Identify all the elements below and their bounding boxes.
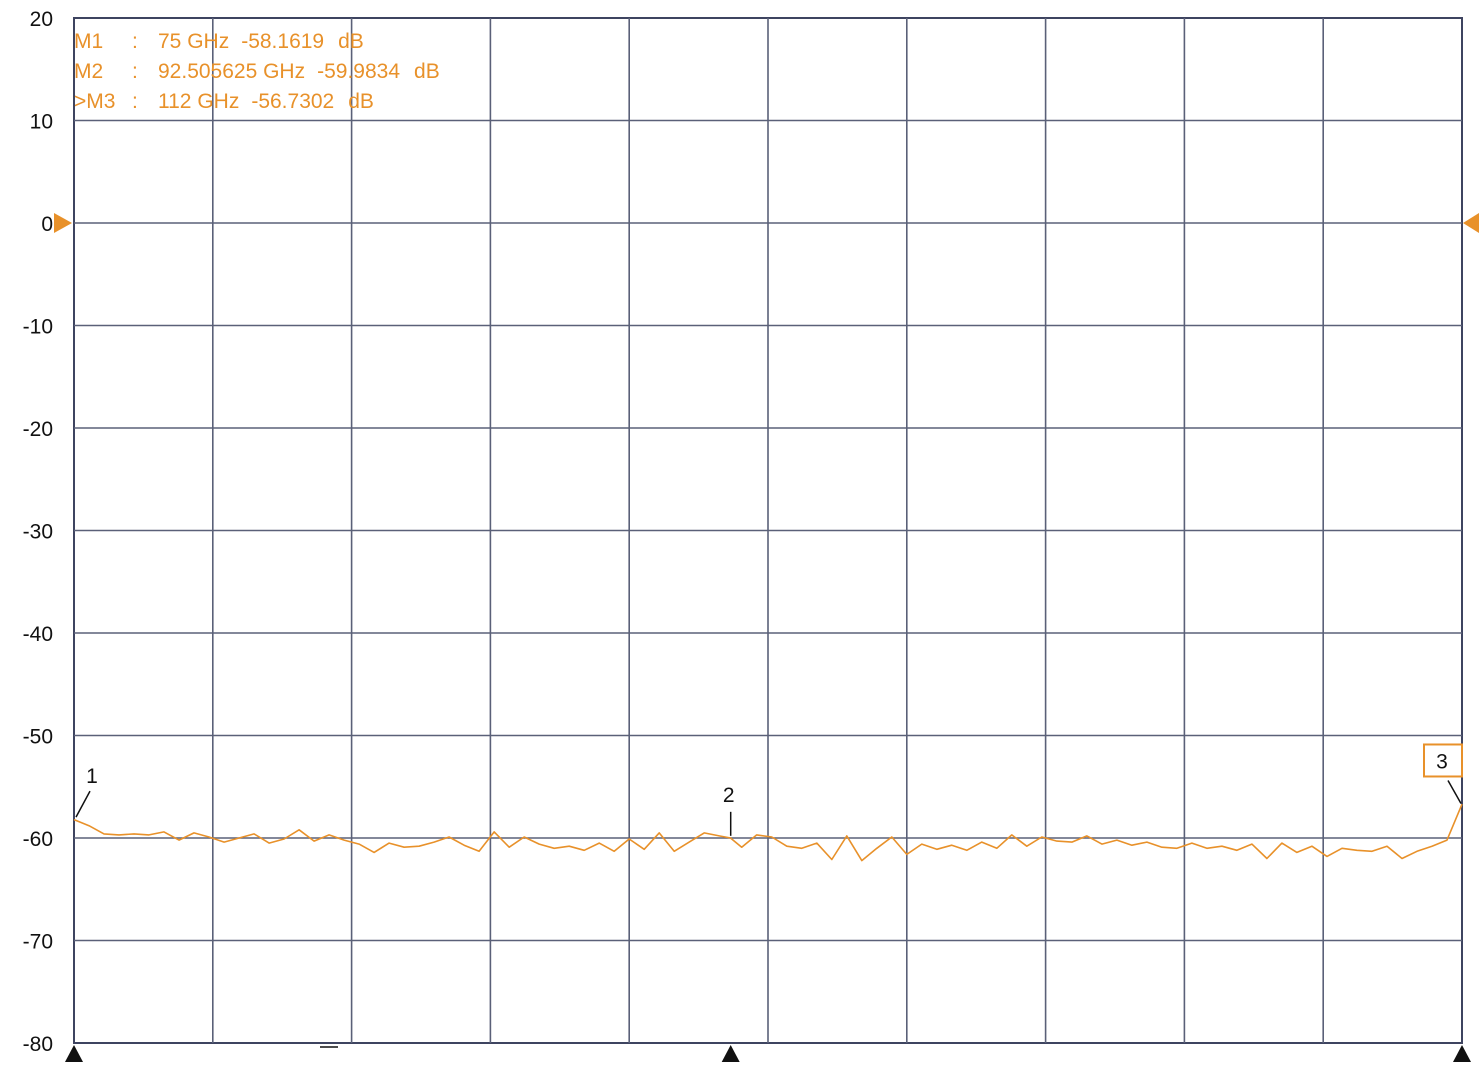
trace-layer xyxy=(73,803,1463,862)
readout-marker-name: M2 xyxy=(74,60,103,83)
y-tick-label: -70 xyxy=(23,931,53,954)
marker-1-bottom-indicator xyxy=(65,1045,83,1062)
marker-1-leader xyxy=(75,790,91,818)
marker-2-bottom-indicator xyxy=(721,1045,740,1062)
y-tick-label: 0 xyxy=(41,213,53,236)
readout-marker-name: M1 xyxy=(74,30,103,53)
y-axis-tick-labels: 20 10 0 -10 -20 -30 -40 -50 -60 -70 -80 xyxy=(23,8,53,1056)
y-tick-label: -60 xyxy=(23,828,53,851)
readout-marker-name: >M3 xyxy=(74,90,115,113)
readout-line-m3: >M3:112 GHz -56.7302 dB xyxy=(74,90,374,113)
marker-1-label: 1 xyxy=(86,765,98,788)
marker-layer: 1 2 3 xyxy=(65,743,1471,1062)
y-tick-label: 10 xyxy=(30,111,53,134)
readout-separator: : xyxy=(132,60,138,83)
y-tick-label: 20 xyxy=(30,8,53,31)
readout-separator: : xyxy=(132,30,138,53)
readout-separator: : xyxy=(132,90,138,113)
y-tick-label: -30 xyxy=(23,521,53,544)
readout-unit: dB xyxy=(414,60,440,83)
marker-3-bottom-indicator xyxy=(1453,1045,1471,1062)
y-tick-label: -10 xyxy=(23,316,53,339)
marker-2-label: 2 xyxy=(723,784,735,807)
marker-3-active-box xyxy=(1423,743,1463,778)
readout-frequency: 92.505625 GHz xyxy=(158,60,305,83)
y-tick-label: -20 xyxy=(23,418,53,441)
y-tick-label: -40 xyxy=(23,623,53,646)
y-tick-label: -50 xyxy=(23,726,53,749)
readout-frequency: 75 GHz xyxy=(158,30,229,53)
marker-3-leader xyxy=(1447,780,1462,804)
readout-unit: dB xyxy=(338,30,364,53)
readout-level: -59.9834 xyxy=(317,60,400,83)
readout-level: -56.7302 xyxy=(251,90,334,113)
readout-unit: dB xyxy=(348,90,374,113)
grid xyxy=(73,17,1463,1044)
readout-level: -58.1619 xyxy=(241,30,324,53)
marker-3-label: 3 xyxy=(1436,750,1448,773)
reference-level-indicators xyxy=(54,213,1479,233)
reference-level-right-triangle xyxy=(1463,213,1479,233)
readout-line-m2: M2:92.505625 GHz -59.9834 dB xyxy=(74,60,440,83)
reference-level-left-triangle xyxy=(54,213,72,233)
readout-line-m1: M1:75 GHz -58.1619 dB xyxy=(74,30,364,53)
y-tick-label: -80 xyxy=(23,1033,53,1056)
trace-line xyxy=(73,803,1463,862)
readout-frequency: 112 GHz xyxy=(158,90,239,113)
